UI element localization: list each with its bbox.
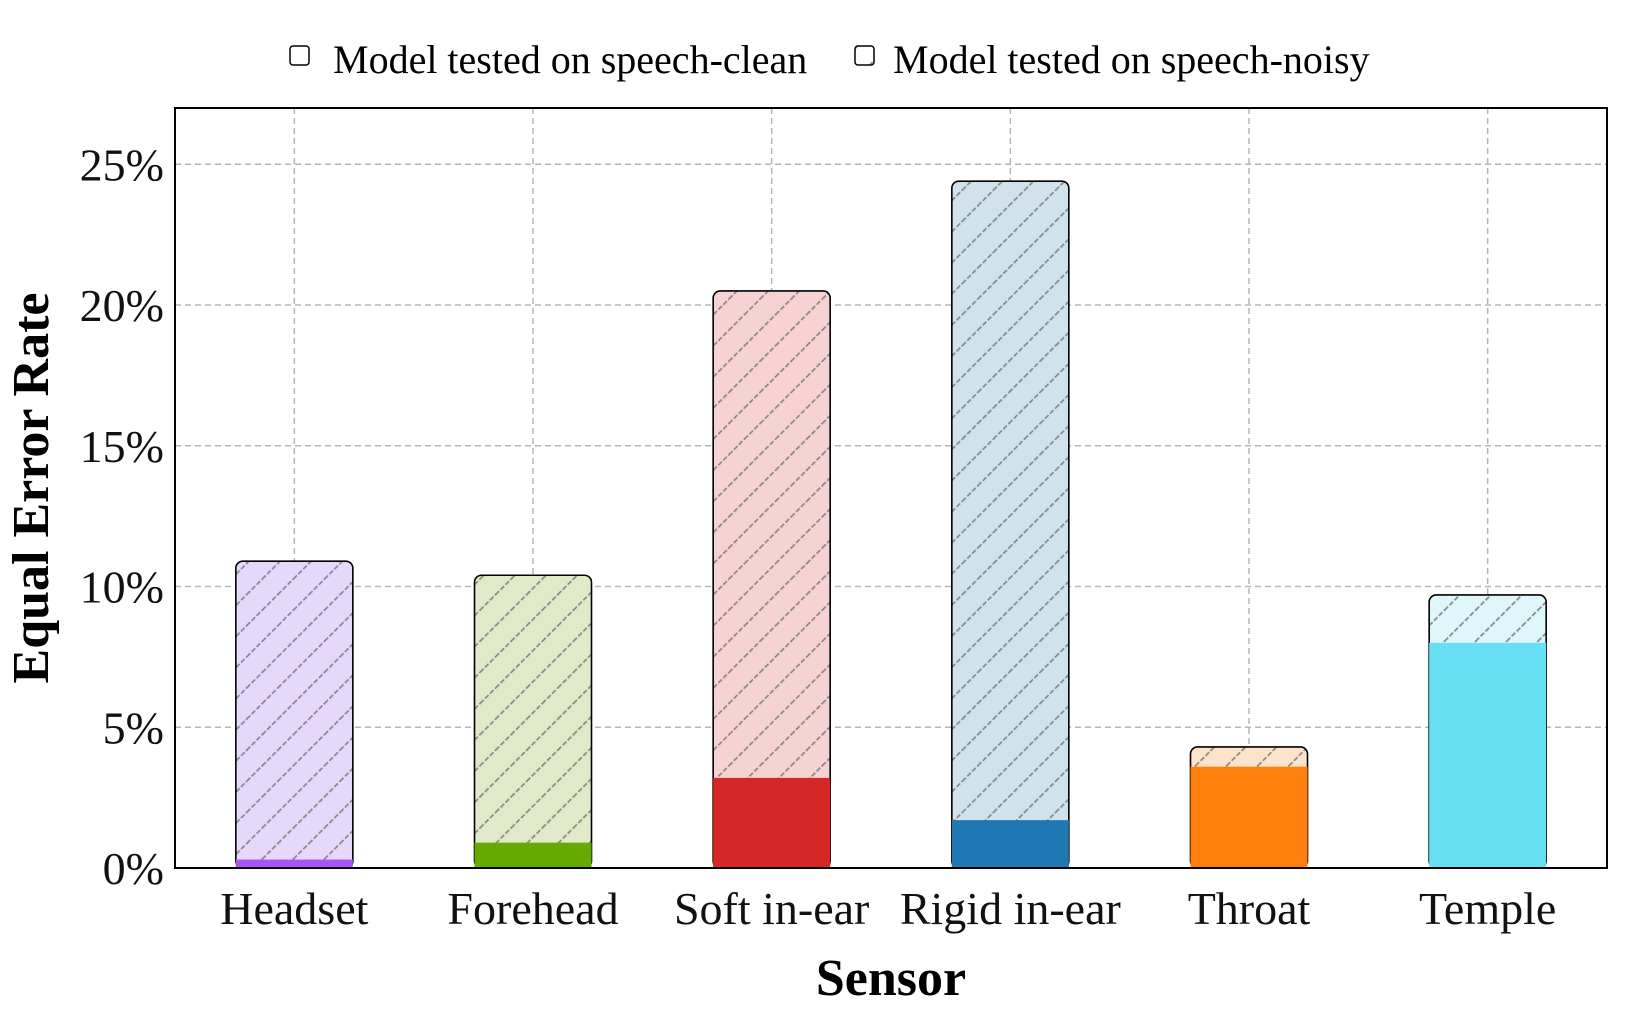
- bar-clean: [951, 820, 1069, 868]
- y-axis-title: Equal Error Rate: [3, 293, 60, 684]
- legend-swatch-noisy: [854, 45, 875, 66]
- x-tick-label: Soft in-ear: [674, 883, 869, 934]
- x-axis-title: Sensor: [816, 950, 966, 1007]
- legend-label-noisy: Model tested on speech-noisy: [893, 37, 1370, 82]
- bar-clean: [713, 777, 831, 868]
- y-tick-label: 15%: [80, 421, 164, 472]
- x-tick-label: Temple: [1419, 883, 1556, 934]
- legend-swatch-clean: [289, 45, 310, 66]
- bar-noisy: [473, 574, 593, 869]
- bar-noisy: [235, 560, 354, 869]
- y-tick-label: 5%: [103, 702, 164, 753]
- bar-clean: [1429, 642, 1547, 868]
- y-tick-label: 0%: [103, 843, 164, 894]
- x-tick-label: Throat: [1188, 883, 1311, 934]
- x-tick-label: Headset: [220, 883, 368, 934]
- bar-clean: [474, 842, 592, 868]
- x-axis: Headset Forehead Soft in-ear Rigid in-ear Th…: [220, 883, 1556, 934]
- plot-frame: [174, 107, 1608, 869]
- bar-noisy: [951, 180, 1070, 869]
- x-tick-label: Rigid in-ear: [900, 883, 1121, 934]
- y-axis: 0% 5% 10% 15% 20% 25%: [80, 139, 164, 894]
- y-tick-label: 20%: [80, 280, 164, 331]
- bars: [235, 180, 1547, 869]
- x-tick-label: Forehead: [447, 883, 618, 934]
- y-tick-label: 10%: [80, 562, 164, 613]
- bar-clean: [1190, 766, 1308, 868]
- grid: [175, 108, 1607, 868]
- legend-label-clean: Model tested on speech-clean: [333, 37, 807, 82]
- bar-clean: [235, 859, 353, 868]
- legend: Model tested on speech-clean Model teste…: [289, 37, 1370, 82]
- y-tick-label: 25%: [80, 139, 164, 190]
